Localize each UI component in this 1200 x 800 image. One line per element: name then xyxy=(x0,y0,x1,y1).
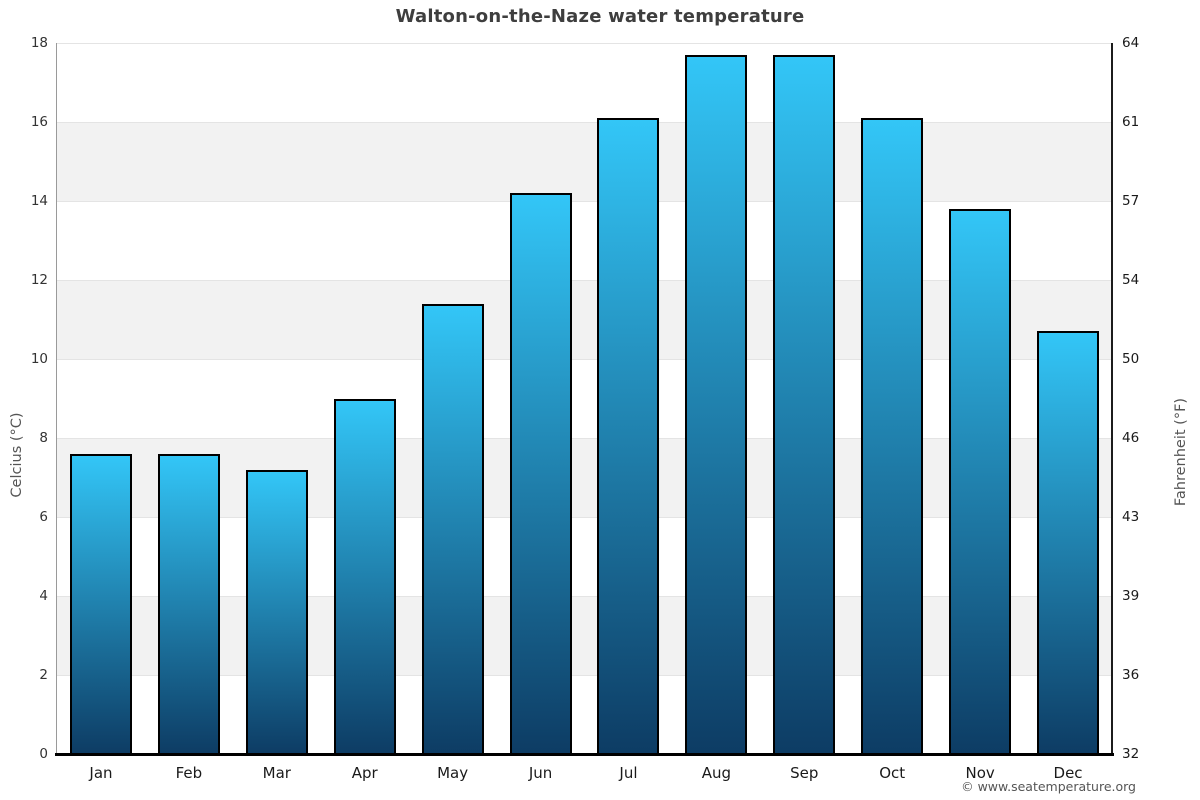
bar-nov[interactable] xyxy=(949,208,1012,754)
y-tick-right-61: 61 xyxy=(1122,114,1140,130)
x-tick-sep: Sep xyxy=(790,764,819,782)
bar-jun[interactable] xyxy=(509,193,572,754)
x-tick-jan: Jan xyxy=(89,764,113,782)
bar-oct[interactable] xyxy=(861,118,924,754)
x-axis-line xyxy=(55,753,1114,756)
plot-band-12-10 xyxy=(57,280,1112,359)
y-tick-left-4: 4 xyxy=(39,588,48,604)
gridline-2 xyxy=(57,675,1112,676)
y-tick-left-2: 2 xyxy=(39,667,48,683)
gridline-12 xyxy=(57,280,1112,281)
bar-feb[interactable] xyxy=(157,453,220,754)
x-tick-oct: Oct xyxy=(879,764,906,782)
bar-may[interactable] xyxy=(421,303,484,754)
gridline-6 xyxy=(57,517,1112,518)
left-axis-line xyxy=(56,43,57,754)
gridline-10 xyxy=(57,359,1112,360)
y-tick-right-54: 54 xyxy=(1122,272,1140,288)
y-tick-right-39: 39 xyxy=(1122,588,1140,604)
gridline-4 xyxy=(57,596,1112,597)
y-axis-right-title: Fahrenheit (°F) xyxy=(1173,397,1189,507)
plot-band-16-14 xyxy=(57,122,1112,201)
x-tick-jul: Jul xyxy=(619,764,638,782)
plot-band-4-2 xyxy=(57,596,1112,675)
copyright-note: © www.seatemperature.org xyxy=(961,779,1136,794)
bar-jul[interactable] xyxy=(597,118,660,754)
y-tick-left-16: 16 xyxy=(30,114,48,130)
gridline-16 xyxy=(57,122,1112,123)
x-tick-aug: Aug xyxy=(701,764,731,782)
x-tick-may: May xyxy=(437,764,469,782)
y-tick-left-6: 6 xyxy=(39,509,48,525)
y-tick-right-32: 32 xyxy=(1122,746,1140,762)
gridline-8 xyxy=(57,438,1112,439)
y-tick-left-0: 0 xyxy=(39,746,48,762)
y-tick-right-36: 36 xyxy=(1122,667,1140,683)
x-tick-jun: Jun xyxy=(528,764,553,782)
y-tick-right-64: 64 xyxy=(1122,35,1140,51)
x-tick-apr: Apr xyxy=(351,764,378,782)
bar-jan[interactable] xyxy=(69,453,132,754)
y-tick-right-43: 43 xyxy=(1122,509,1140,525)
y-axis-left-title: Celcius (°C) xyxy=(9,412,25,498)
x-tick-mar: Mar xyxy=(262,764,291,782)
gridline-18 xyxy=(57,43,1112,44)
y-tick-left-8: 8 xyxy=(39,430,48,446)
y-tick-right-57: 57 xyxy=(1122,193,1140,209)
y-tick-left-12: 12 xyxy=(30,272,48,288)
plot-area xyxy=(57,43,1112,754)
plot-band-8-6 xyxy=(57,438,1112,517)
right-axis-line xyxy=(1111,43,1113,754)
gridline-14 xyxy=(57,201,1112,202)
x-tick-nov: Nov xyxy=(965,764,995,782)
y-tick-left-18: 18 xyxy=(30,35,48,51)
bar-apr[interactable] xyxy=(333,398,396,754)
chart-title: Walton-on-the-Naze water temperature xyxy=(395,6,805,27)
y-tick-right-46: 46 xyxy=(1122,430,1140,446)
bar-mar[interactable] xyxy=(245,469,308,754)
y-tick-left-14: 14 xyxy=(30,193,48,209)
bar-dec[interactable] xyxy=(1037,331,1100,754)
x-tick-feb: Feb xyxy=(175,764,203,782)
bar-sep[interactable] xyxy=(773,54,836,754)
y-tick-left-10: 10 xyxy=(30,351,48,367)
bar-aug[interactable] xyxy=(685,54,748,754)
y-tick-right-50: 50 xyxy=(1122,351,1140,367)
x-tick-dec: Dec xyxy=(1053,764,1083,782)
